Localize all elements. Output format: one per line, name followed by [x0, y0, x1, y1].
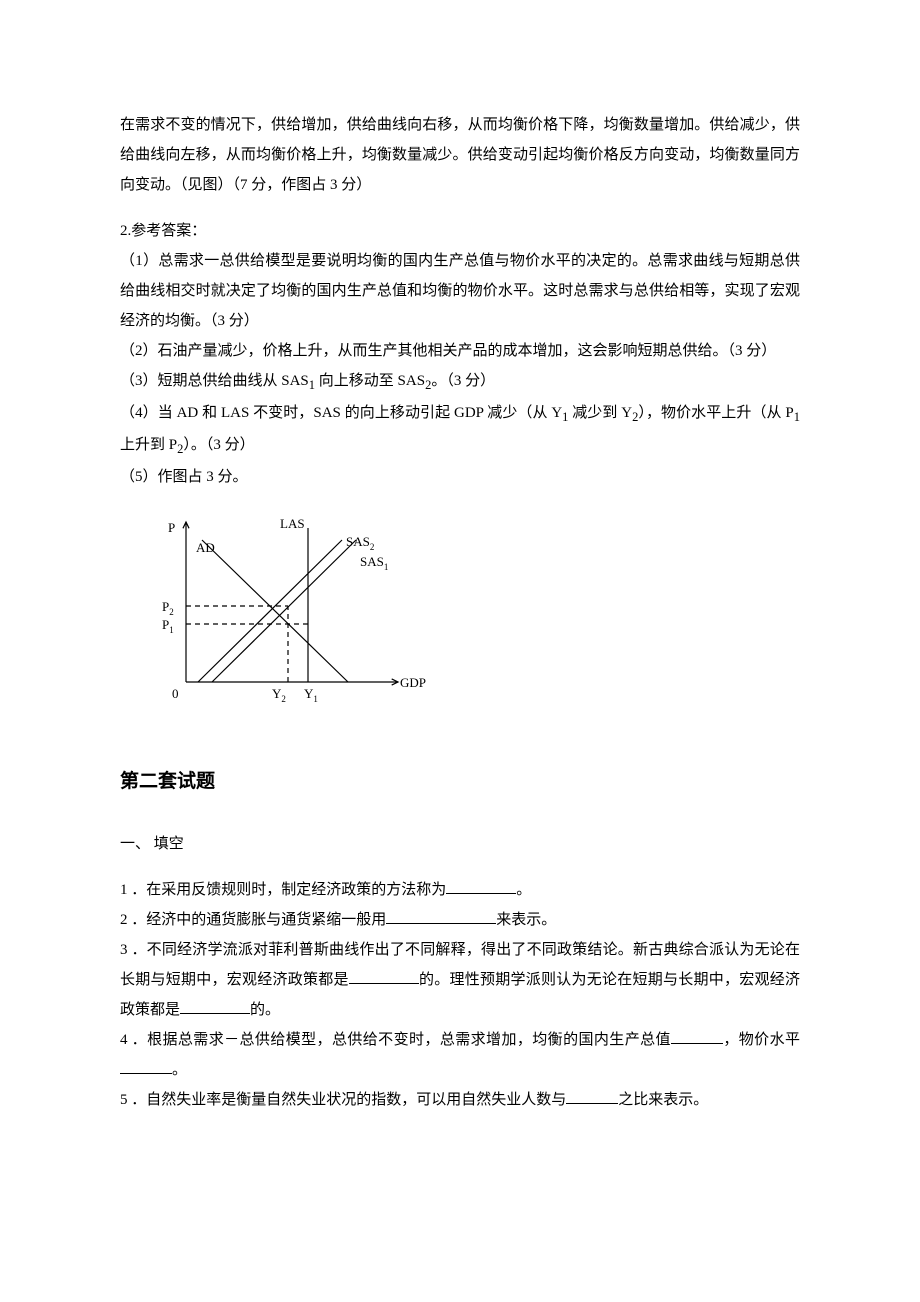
answer-2-item-5: （5）作图占 3 分。: [120, 462, 800, 492]
svg-text:Y2: Y2: [272, 686, 286, 704]
answer-2-item-3: （3）短期总供给曲线从 SAS1 向上移动至 SAS2。（3 分）: [120, 366, 800, 398]
fill-blank[interactable]: [180, 997, 250, 1015]
svg-text:P1: P1: [162, 617, 174, 635]
fill-blank[interactable]: [120, 1057, 172, 1075]
question-3: 3 ．不同经济学流派对菲利普斯曲线作出了不同解释，得出了不同政策结论。新古典综合…: [120, 935, 800, 1025]
fill-blank[interactable]: [446, 877, 516, 895]
q4-text-c: 。: [172, 1062, 187, 1078]
ad-as-chart: P 0 GDP LAS AD SAS1 SAS2 P1P2 Y1 Y2: [138, 500, 800, 731]
question-2: 2 ．经济中的通货膨胀与通货紧缩一般用 来表示。: [120, 905, 800, 935]
q3-text-c: 的。: [250, 1002, 280, 1018]
fill-blank[interactable]: [386, 907, 496, 925]
svg-text:GDP: GDP: [400, 675, 426, 690]
svg-text:P: P: [168, 520, 175, 535]
svg-text:0: 0: [172, 686, 179, 701]
question-1: 1 ．在采用反馈规则时，制定经济政策的方法称为 。: [120, 875, 800, 905]
svg-text:Y1: Y1: [304, 686, 318, 704]
document-page: 在需求不变的情况下，供给增加，供给曲线向右移，从而均衡价格下降，均衡数量增加。供…: [0, 0, 920, 1302]
svg-text:LAS: LAS: [280, 516, 305, 531]
question-4: 4 ．根据总需求－总供给模型，总供给不变时，总需求增加，均衡的国内生产总值 ，物价…: [120, 1025, 800, 1085]
a2-4-text-c: ），物价水平上升（从 P: [638, 405, 793, 421]
answer-2-item-2: （2）石油产量减少，价格上升，从而生产其他相关产品的成本增加，这会影响短期总供给…: [120, 336, 800, 366]
q2-text-a: 2 ．经济中的通货膨胀与通货紧缩一般用: [120, 912, 386, 928]
q1-text-b: 。: [516, 882, 531, 898]
fill-blank[interactable]: [671, 1027, 723, 1045]
section-2-title: 第二套试题: [120, 763, 800, 801]
answer-2-heading: 2.参考答案：: [120, 216, 800, 246]
answer-2-item-4: （4）当 AD 和 LAS 不变时，SAS 的向上移动引起 GDP 减少（从 Y…: [120, 398, 800, 462]
q4-text-b: ，物价水平: [723, 1032, 800, 1048]
a2-4-text-d: 上升到 P: [120, 437, 177, 453]
svg-text:SAS2: SAS2: [346, 534, 374, 552]
paragraph-supply-demand: 在需求不变的情况下，供给增加，供给曲线向右移，从而均衡价格下降，均衡数量增加。供…: [120, 110, 800, 200]
a2-4-text-e: ）。（3 分）: [183, 437, 254, 453]
fill-blank[interactable]: [566, 1087, 618, 1105]
a2-3-text-c: 。（3 分）: [431, 373, 495, 389]
q4-text-a: 4 ．根据总需求－总供给模型，总供给不变时，总需求增加，均衡的国内生产总值: [120, 1032, 671, 1048]
a2-4-text-b: 减少到 Y: [568, 405, 632, 421]
q2-text-b: 来表示。: [496, 912, 556, 928]
answer-2-item-1: （1）总需求一总供给模型是要说明均衡的国内生产总值与物价水平的决定的。总需求曲线…: [120, 246, 800, 336]
q1-text-a: 1 ．在采用反馈规则时，制定经济政策的方法称为: [120, 882, 446, 898]
fill-blank[interactable]: [349, 967, 419, 985]
a2-4-text-a: （4）当 AD 和 LAS 不变时，SAS 的向上移动引起 GDP 减少（从 Y: [120, 405, 562, 421]
svg-text:P2: P2: [162, 599, 174, 617]
svg-text:SAS1: SAS1: [360, 554, 388, 572]
ad-as-chart-svg: P 0 GDP LAS AD SAS1 SAS2 P1P2 Y1 Y2: [138, 500, 438, 720]
svg-text:AD: AD: [196, 540, 215, 555]
a2-3-text-b: 向上移动至 SAS: [315, 373, 425, 389]
subscript-p1: 1: [794, 410, 800, 424]
section-2-part-1-heading: 一、 填空: [120, 829, 800, 859]
q5-text-a: 5 ．自然失业率是衡量自然失业状况的指数，可以用自然失业人数与: [120, 1092, 566, 1108]
q5-text-b: 之比来表示。: [618, 1092, 708, 1108]
a2-3-text-a: （3）短期总供给曲线从 SAS: [120, 373, 309, 389]
question-5: 5 ．自然失业率是衡量自然失业状况的指数，可以用自然失业人数与 之比来表示。: [120, 1085, 800, 1115]
